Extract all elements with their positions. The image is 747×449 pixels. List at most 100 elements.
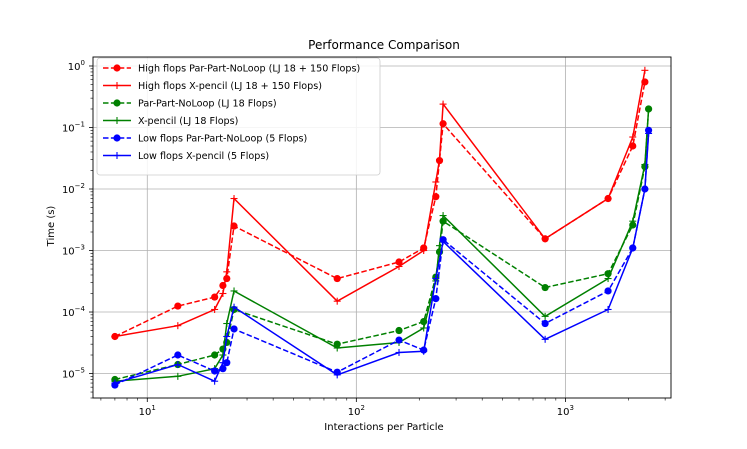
series-line	[114, 130, 650, 386]
data-point	[111, 332, 119, 340]
y-tick-label-base: 10	[62, 308, 75, 319]
data-point	[641, 185, 649, 193]
series-line	[114, 70, 646, 338]
legend-marker	[113, 64, 121, 72]
data-point	[223, 332, 231, 340]
data-point	[174, 372, 182, 380]
y-tick-label-exp: −2	[75, 182, 85, 190]
data-point	[333, 371, 341, 379]
data-point	[541, 312, 549, 320]
data-point	[219, 359, 227, 367]
data-point	[230, 195, 238, 203]
legend-marker	[113, 152, 121, 159]
x-tick-label-base: 10	[139, 407, 152, 418]
legend-item: Low flops Par-Part-NoLoop (5 Flops)	[103, 134, 307, 145]
y-tick-label: 10−4	[62, 305, 86, 319]
series-6	[111, 129, 653, 387]
data-point	[219, 351, 227, 359]
data-point	[420, 247, 428, 255]
data-point	[230, 222, 238, 230]
data-point	[629, 133, 637, 141]
data-point	[439, 120, 447, 128]
y-tick-label-exp: −5	[75, 367, 85, 375]
data-point	[174, 351, 182, 359]
y-tick-label-exp: −4	[75, 305, 86, 313]
legend-item: X-pencil (LJ 18 Flops)	[103, 116, 238, 127]
legend-label: High flops Par-Part-NoLoop (LJ 18 + 150 …	[138, 64, 360, 75]
y-tick-label-base: 10	[62, 185, 75, 196]
data-point	[436, 156, 444, 164]
data-point	[211, 305, 219, 313]
data-point	[629, 142, 637, 150]
data-point	[420, 347, 428, 355]
plot-frame	[92, 56, 672, 399]
legend-item: High flops X-pencil (LJ 18 + 150 Flops)	[103, 81, 322, 92]
data-point	[230, 287, 238, 295]
legend-marker	[113, 99, 121, 107]
y-tick-label: 10−3	[62, 244, 85, 258]
data-point	[333, 340, 341, 348]
y-tick-label: 100	[68, 59, 85, 73]
x-tick-label: 101	[139, 404, 156, 418]
data-point	[541, 335, 549, 343]
y-tick-label: 10−1	[62, 120, 85, 134]
data-point	[395, 326, 403, 335]
y-tick-label-exp: 0	[81, 59, 85, 67]
series-line	[114, 133, 650, 384]
x-axis-label: Interactions per Particle	[324, 422, 443, 433]
y-tick-label-base: 10	[68, 62, 81, 73]
data-point	[604, 195, 612, 203]
data-point	[629, 244, 637, 252]
x-tick-label: 103	[557, 404, 574, 418]
data-point	[541, 319, 549, 328]
data-point	[223, 268, 231, 276]
data-point	[629, 217, 637, 225]
y-tick-label-exp: −3	[75, 244, 85, 252]
data-point	[211, 377, 219, 385]
data-point	[230, 325, 238, 333]
data-point	[223, 359, 231, 367]
y-tick-label-base: 10	[62, 247, 75, 258]
data-point	[645, 129, 653, 137]
x-tick-label-exp: 2	[360, 404, 364, 412]
data-point	[432, 275, 440, 283]
data-point	[395, 348, 403, 356]
data-point	[219, 290, 227, 298]
data-point	[174, 302, 182, 310]
legend-box	[96, 57, 381, 176]
data-point	[395, 336, 403, 344]
x-tick-label-exp: 3	[570, 404, 574, 412]
legend-marker	[113, 82, 121, 89]
data-point	[174, 322, 182, 330]
data-point	[111, 379, 119, 387]
legend-label: Low flops X-pencil (5 Flops)	[138, 151, 269, 162]
legend-item: Low flops X-pencil (5 Flops)	[103, 151, 269, 162]
data-point	[395, 262, 403, 270]
legend-marker	[113, 134, 121, 142]
data-point	[439, 212, 447, 220]
data-point	[333, 297, 341, 305]
data-point	[604, 287, 612, 295]
series-layer	[111, 66, 653, 389]
y-tick-label: 10−2	[62, 182, 85, 196]
data-point	[211, 293, 219, 301]
data-point	[211, 351, 219, 359]
data-point	[432, 295, 440, 303]
data-point	[604, 305, 612, 313]
legend-item: Par-Part-NoLoop (LJ 18 Flops)	[103, 99, 277, 110]
data-point	[439, 238, 447, 246]
data-point	[645, 105, 653, 113]
legend-label: Low flops Par-Part-NoLoop (5 Flops)	[138, 134, 307, 145]
data-point	[439, 100, 447, 108]
x-tick-label-exp: 1	[151, 404, 155, 412]
x-tick-label: 102	[348, 404, 365, 418]
y-axis-label: Time (s)	[46, 206, 57, 248]
y-tick-label-base: 10	[62, 123, 75, 134]
data-point	[604, 275, 612, 283]
legend: High flops Par-Part-NoLoop (LJ 18 + 150 …	[96, 57, 381, 176]
x-tick-label-base: 10	[557, 407, 570, 418]
data-point	[333, 274, 341, 283]
series-4	[111, 105, 653, 385]
